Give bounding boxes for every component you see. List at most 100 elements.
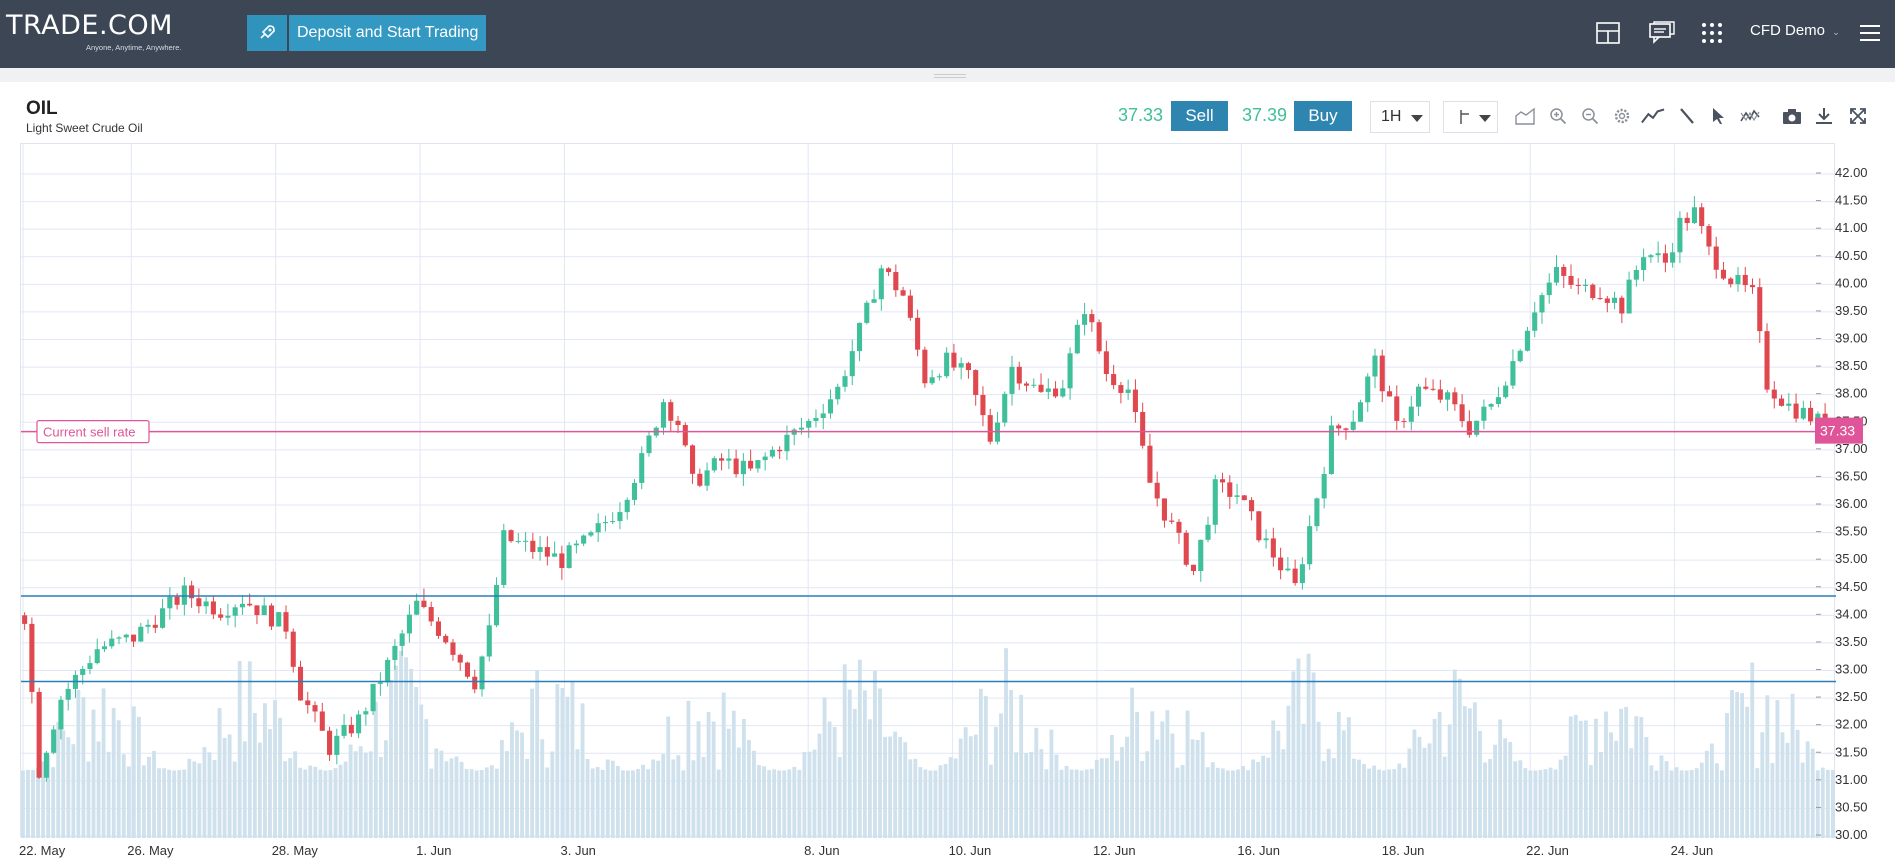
candle-body — [806, 420, 812, 428]
candle-body — [1670, 252, 1676, 263]
hamburger-menu-icon[interactable] — [1855, 18, 1885, 48]
volume-bar — [1125, 736, 1129, 838]
volume-bar — [686, 700, 691, 838]
volume-bar — [177, 770, 182, 838]
volume-bar — [1795, 729, 1800, 838]
volume-bar — [928, 770, 933, 838]
volume-bar — [1498, 719, 1503, 838]
chart-style-select[interactable] — [1443, 101, 1498, 133]
compare-icon[interactable] — [1738, 104, 1762, 128]
candle-body — [399, 633, 405, 646]
brand-logo[interactable]: TRADE.COM — [6, 10, 173, 41]
candle-body — [1524, 330, 1530, 351]
deposit-button[interactable]: Deposit and Start Trading — [247, 15, 487, 51]
settings-icon[interactable] — [1610, 104, 1634, 128]
layout-icon[interactable] — [1593, 18, 1623, 48]
volume-bar — [1830, 770, 1835, 838]
volume-bar — [192, 761, 197, 838]
volume-bar — [1508, 741, 1513, 838]
download-icon[interactable] — [1812, 104, 1836, 128]
volume-bar — [983, 696, 988, 838]
candle-body — [254, 605, 260, 616]
cursor-icon[interactable] — [1707, 104, 1731, 128]
candle-body — [726, 458, 732, 461]
volume-bar — [570, 680, 575, 838]
y-tick-label: 35.50 — [1835, 524, 1868, 539]
volume-bar — [1765, 695, 1770, 838]
camera-icon[interactable] — [1780, 104, 1804, 128]
volume-bar — [111, 707, 116, 838]
chart-type-icon[interactable] — [1513, 104, 1537, 128]
candle-body — [1249, 500, 1255, 512]
draw-line-icon[interactable] — [1675, 104, 1699, 128]
buy-button[interactable]: Buy — [1294, 101, 1352, 131]
volume-bar — [1619, 708, 1624, 838]
volume-bar — [1054, 754, 1059, 838]
candle-body — [515, 540, 521, 542]
sell-button[interactable]: Sell — [1171, 101, 1228, 131]
volume-bar — [1326, 748, 1331, 838]
volume-bar — [1210, 762, 1215, 838]
account-selector[interactable]: CFD Demo ⌄ — [1750, 22, 1840, 39]
candle-body — [1394, 396, 1400, 421]
volume-bar — [363, 752, 368, 838]
chat-icon[interactable] — [1647, 18, 1677, 48]
volume-bar — [1170, 733, 1175, 838]
volume-bar — [489, 765, 494, 838]
volume-bar — [620, 770, 625, 838]
zoom-out-icon[interactable] — [1578, 104, 1602, 128]
panel-separator — [0, 68, 1895, 82]
volume-bar — [1357, 759, 1361, 838]
resize-grip[interactable] — [934, 74, 966, 78]
candle-body — [1118, 385, 1124, 393]
current-rate-label: Current sell rate — [43, 425, 135, 440]
volume-bar — [152, 750, 156, 838]
candle-body — [1662, 253, 1668, 263]
dropdown-arrow-icon — [1411, 115, 1423, 122]
candle-body — [523, 540, 529, 542]
candle-body — [232, 607, 238, 616]
volume-bar — [66, 737, 71, 838]
chart-area[interactable]: Current sell rate — [20, 143, 1836, 838]
candle-body — [1103, 351, 1109, 375]
candle-body — [486, 625, 492, 657]
fullscreen-icon[interactable] — [1846, 104, 1870, 128]
candle-body — [835, 386, 841, 400]
volume-bar — [1397, 763, 1402, 838]
volume-bar — [1301, 723, 1306, 838]
candle-body — [268, 605, 275, 627]
candle-body — [987, 415, 993, 442]
volume-bar — [1104, 758, 1109, 838]
volume-bar — [1024, 753, 1029, 838]
volume-bar — [142, 765, 146, 838]
volume-bar — [1231, 770, 1235, 838]
volume-bar — [1185, 710, 1190, 838]
candle-body — [682, 425, 688, 446]
apps-grid-icon[interactable] — [1697, 18, 1727, 48]
candle-body — [290, 631, 296, 667]
volume-bar — [711, 721, 716, 838]
volume-bar — [646, 769, 651, 838]
y-tick-label: 41.00 — [1835, 220, 1868, 235]
volume-bar — [1735, 691, 1740, 838]
candle-body — [276, 612, 282, 627]
volume-bar — [1588, 765, 1593, 838]
volume-bar — [1175, 767, 1180, 838]
volume-bar — [994, 726, 998, 838]
candle-body — [189, 585, 195, 599]
timeframe-select[interactable]: 1H — [1370, 101, 1430, 133]
candle-body — [1314, 498, 1320, 527]
candle-body — [1532, 312, 1538, 331]
volume-bar — [1775, 700, 1780, 838]
candle-body — [1386, 391, 1393, 397]
volume-bar — [1372, 765, 1377, 838]
volume-bar — [716, 769, 721, 838]
volume-bar — [318, 769, 323, 838]
zoom-in-icon[interactable] — [1546, 104, 1570, 128]
volume-bar — [1069, 769, 1074, 838]
volume-bar — [631, 770, 635, 838]
indicators-icon[interactable] — [1641, 104, 1665, 128]
candle-body — [944, 352, 950, 377]
candle-body — [1147, 445, 1153, 483]
candle-body — [1234, 495, 1240, 497]
